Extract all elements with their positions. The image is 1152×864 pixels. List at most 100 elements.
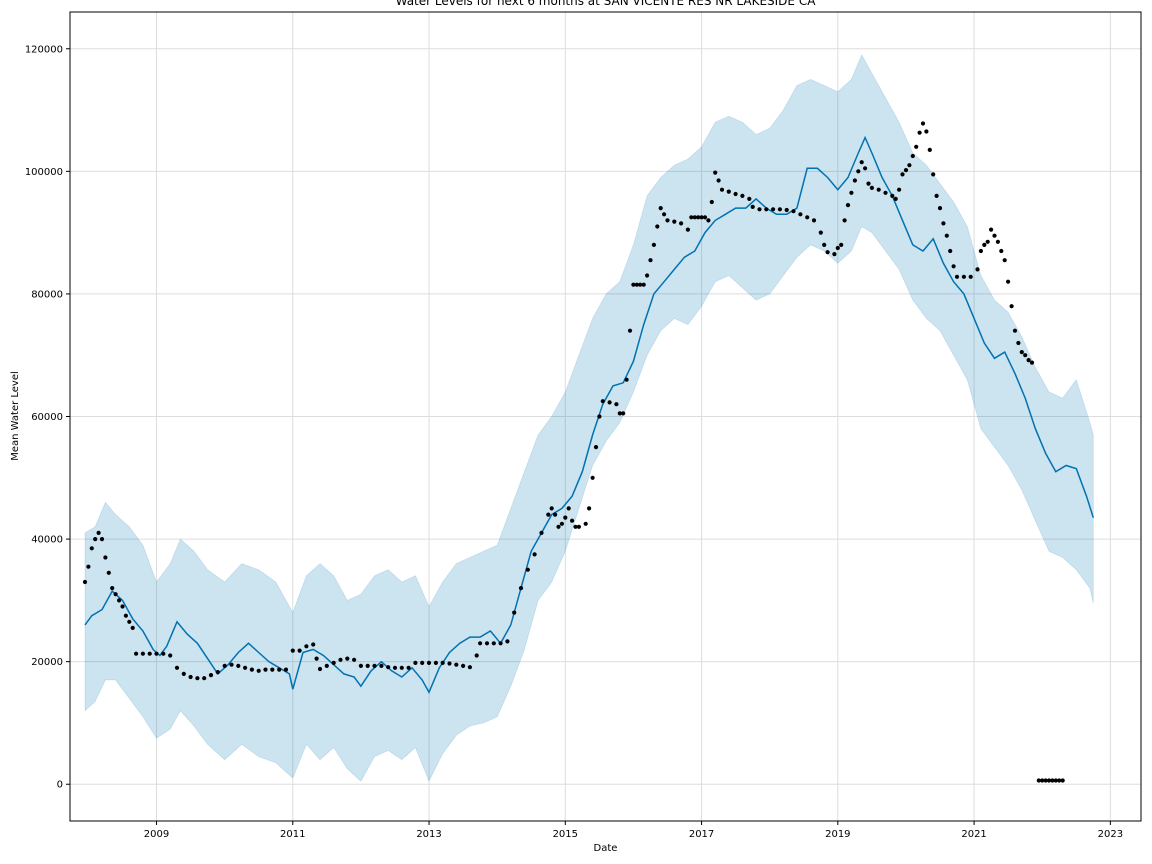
observed-point xyxy=(331,660,336,666)
observed-point xyxy=(634,282,639,287)
observed-point xyxy=(188,674,193,680)
observed-point xyxy=(679,221,684,226)
observed-point xyxy=(849,190,854,195)
observed-point xyxy=(655,224,660,229)
observed-point xyxy=(290,648,295,653)
observed-point xyxy=(1016,340,1021,346)
observed-point xyxy=(123,613,128,618)
observed-point xyxy=(573,524,578,529)
observed-point xyxy=(96,530,101,536)
observed-point xyxy=(832,252,837,257)
observed-point xyxy=(893,196,898,201)
observed-point xyxy=(937,206,943,211)
observed-point xyxy=(791,209,796,214)
observed-point xyxy=(317,666,323,672)
observed-point xyxy=(825,250,830,255)
observed-point xyxy=(236,663,241,669)
observed-point xyxy=(392,665,398,670)
observed-point xyxy=(1009,304,1014,309)
observed-point xyxy=(365,663,370,669)
observed-point xyxy=(113,592,118,597)
observed-point xyxy=(297,648,302,653)
y-axis-ticks: 0 20000 40000 60000 80000 100000 120000 xyxy=(25,44,70,791)
observed-point xyxy=(621,411,626,416)
observed-point xyxy=(352,657,357,662)
observed-point xyxy=(181,671,186,677)
observed-point xyxy=(968,274,973,279)
observed-point xyxy=(852,178,858,183)
observed-point xyxy=(399,665,404,670)
observed-point xyxy=(566,506,571,511)
observed-point xyxy=(719,187,725,192)
observed-point xyxy=(154,651,159,656)
observed-point xyxy=(764,207,769,212)
observed-point xyxy=(856,169,861,174)
observed-point xyxy=(750,204,755,209)
observed-point xyxy=(379,663,384,669)
observed-point xyxy=(944,233,949,238)
observed-point xyxy=(1026,358,1031,363)
observed-point xyxy=(747,196,752,201)
observed-point xyxy=(570,518,575,523)
observed-point xyxy=(583,521,588,526)
observed-point xyxy=(461,663,466,669)
observed-point xyxy=(805,215,810,220)
observed-point xyxy=(989,227,994,232)
observed-point xyxy=(876,187,881,192)
observed-point xyxy=(590,475,595,480)
observed-point xyxy=(961,274,967,279)
y-tick-label: 80000 xyxy=(31,289,63,300)
observed-point xyxy=(985,239,990,244)
observed-point xyxy=(539,530,544,536)
observed-point xyxy=(93,537,98,542)
observed-point xyxy=(222,663,227,669)
observed-point xyxy=(420,660,425,666)
observed-point xyxy=(372,663,377,669)
observed-point xyxy=(927,147,932,152)
observed-point xyxy=(600,399,605,404)
observed-point xyxy=(263,667,268,672)
observed-point xyxy=(907,163,912,168)
observed-point xyxy=(593,445,599,450)
observed-point xyxy=(311,642,316,647)
observed-point xyxy=(733,191,738,197)
observed-point xyxy=(386,665,391,670)
observed-point xyxy=(283,667,289,672)
observed-point xyxy=(484,641,490,646)
observed-point xyxy=(324,663,329,669)
observed-point xyxy=(978,248,984,254)
observed-point xyxy=(345,656,350,661)
observed-point xyxy=(839,242,844,247)
observed-point xyxy=(426,660,432,666)
y-tick-label: 60000 xyxy=(31,412,63,423)
observed-point xyxy=(467,665,472,670)
observed-point xyxy=(413,660,418,666)
observed-point xyxy=(249,667,254,672)
observed-point xyxy=(474,653,479,658)
y-axis-label: Mean Water Level xyxy=(10,371,21,461)
observed-point xyxy=(556,524,561,529)
observed-point xyxy=(999,248,1004,254)
observed-point xyxy=(1019,350,1024,355)
observed-point xyxy=(645,273,650,278)
observed-point xyxy=(607,400,612,405)
observed-point xyxy=(910,153,915,159)
observed-point xyxy=(709,199,714,205)
observed-point xyxy=(549,506,554,511)
observed-point xyxy=(638,282,643,287)
observed-point xyxy=(685,227,691,232)
observed-point xyxy=(903,168,909,173)
observed-point xyxy=(525,567,530,572)
observed-point xyxy=(491,641,496,646)
observed-point xyxy=(174,665,180,670)
observed-point xyxy=(859,160,864,165)
observed-point xyxy=(270,667,275,672)
observed-point xyxy=(951,264,956,269)
observed-point xyxy=(706,218,711,223)
uncertainty-band xyxy=(84,53,1094,783)
observed-point xyxy=(777,207,783,212)
observed-point xyxy=(716,178,721,183)
observed-point xyxy=(168,653,173,658)
observed-point xyxy=(771,207,776,212)
